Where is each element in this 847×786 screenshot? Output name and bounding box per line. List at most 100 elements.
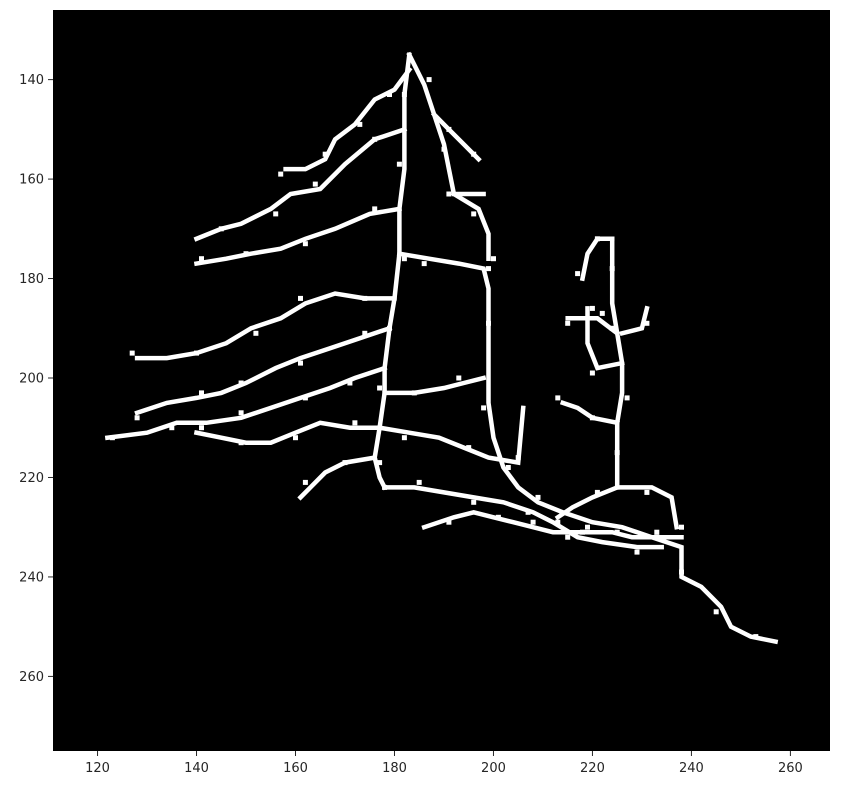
skeleton-pixel <box>387 92 392 97</box>
skeleton-pixel <box>342 460 348 466</box>
y-axis: 140 160 180 200 220 240 260 <box>19 73 53 685</box>
skeleton-pixel <box>535 494 541 500</box>
skeleton-pixel <box>654 529 660 535</box>
skeleton-pixel <box>594 489 600 495</box>
skeleton-pixel <box>372 136 378 142</box>
x-axis: 120 140 160 180 200 220 240 260 <box>85 751 803 776</box>
skeleton-branch <box>559 400 620 426</box>
skeleton-pixel <box>134 415 140 421</box>
skeleton-pixel <box>347 380 353 386</box>
skeleton-pixel <box>599 310 605 316</box>
skeleton-pixel <box>589 415 595 421</box>
skeleton-pixel <box>169 425 175 431</box>
y-tick-label: 160 <box>19 173 44 188</box>
x-tick-label: 200 <box>481 761 506 776</box>
x-tick-label: 240 <box>679 761 704 776</box>
skeleton-pixel <box>679 569 684 575</box>
skeleton-pixel <box>411 390 417 396</box>
skeleton-pixel <box>530 519 536 525</box>
y-tick-label: 180 <box>19 272 44 287</box>
skeleton-pixel <box>293 435 298 441</box>
skeleton-pixel <box>352 420 358 426</box>
skeleton-pixel <box>565 534 571 540</box>
skeleton-pixel <box>312 181 318 187</box>
skeleton-pixel <box>401 435 407 441</box>
skeleton-pixel <box>495 514 501 520</box>
skeleton-branch <box>565 316 621 337</box>
x-tick-label: 180 <box>382 761 407 776</box>
skeleton-branch <box>619 305 650 337</box>
skeleton-pixel <box>426 77 432 83</box>
x-tick-label: 260 <box>778 761 803 776</box>
skeleton-branch <box>377 405 526 466</box>
skeleton-branch <box>372 52 412 491</box>
skeleton-pixel <box>129 350 135 356</box>
skeleton-pixel <box>401 92 407 97</box>
skeleton-pixel <box>555 519 561 525</box>
skeleton-pixel <box>481 405 487 411</box>
skeleton-pixel <box>238 410 244 416</box>
skeleton-pixel <box>713 609 719 615</box>
skeleton-branch <box>421 509 684 540</box>
skeleton-branch <box>193 420 382 445</box>
skeleton-pixel <box>401 256 407 262</box>
skeleton-pixel <box>377 460 383 466</box>
skeleton-pixel <box>396 161 402 167</box>
skeleton-pixel <box>446 191 452 197</box>
skeleton-pixel <box>614 450 620 456</box>
skeleton-pixel <box>644 489 650 495</box>
skeleton-pixel <box>634 549 640 555</box>
skeleton-pixel <box>456 375 462 381</box>
skeleton-branch <box>382 485 664 550</box>
skeleton-pixel <box>471 211 477 217</box>
skeleton-branch <box>450 190 491 261</box>
skeleton-pixel <box>278 171 284 177</box>
skeleton-pixel <box>362 330 368 336</box>
x-tick-label: 140 <box>184 761 209 776</box>
skeleton-pixel <box>273 211 279 217</box>
skeleton-branch <box>382 375 487 396</box>
skeleton-branch <box>554 484 621 521</box>
x-tick-label: 220 <box>580 761 605 776</box>
skeleton-pixel <box>624 395 630 401</box>
skeleton-branch <box>585 306 625 371</box>
skeleton-pixel <box>471 499 477 505</box>
skeleton-pixel <box>486 320 491 326</box>
skeleton-pixel <box>594 236 600 242</box>
skeleton-pixel <box>446 126 452 132</box>
y-tick-label: 140 <box>19 73 44 88</box>
skeleton-pixel <box>218 226 224 232</box>
skeleton-branch <box>193 206 402 267</box>
skeleton-pixel <box>238 380 244 386</box>
skeleton-pixel <box>199 390 204 396</box>
skeleton-pixel <box>302 241 308 247</box>
skeleton-pixel <box>441 146 447 152</box>
y-tick-label: 220 <box>19 471 44 486</box>
skeleton-pixel <box>491 256 496 262</box>
skeleton-pixel <box>466 445 472 451</box>
skeleton-pixel <box>609 266 615 272</box>
skeleton-pixel <box>525 509 531 515</box>
skeleton-pixel <box>298 295 303 301</box>
skeleton-structure <box>104 51 779 645</box>
skeleton-pixel <box>421 261 427 267</box>
skeleton-pixel <box>555 395 561 401</box>
skeleton-pixel <box>446 519 452 525</box>
skeleton-pixel <box>199 256 204 262</box>
skeleton-pixel <box>362 295 368 301</box>
skeleton-pixel <box>585 524 590 530</box>
skeleton-pixel <box>109 435 115 441</box>
skeleton-pixel <box>416 479 422 485</box>
skeleton-branch <box>283 66 413 172</box>
skeleton-pixel <box>357 121 363 127</box>
x-tick-label: 120 <box>85 761 110 776</box>
skeleton-pixel <box>194 350 199 356</box>
skeleton-pixel <box>505 465 511 470</box>
skeleton-pixel <box>644 320 650 326</box>
skeleton-pixel <box>253 330 259 336</box>
skeleton-branch <box>104 365 388 441</box>
y-tick-label: 240 <box>19 570 44 585</box>
skeleton-pixel <box>471 151 477 157</box>
skeleton-branch <box>134 291 397 361</box>
